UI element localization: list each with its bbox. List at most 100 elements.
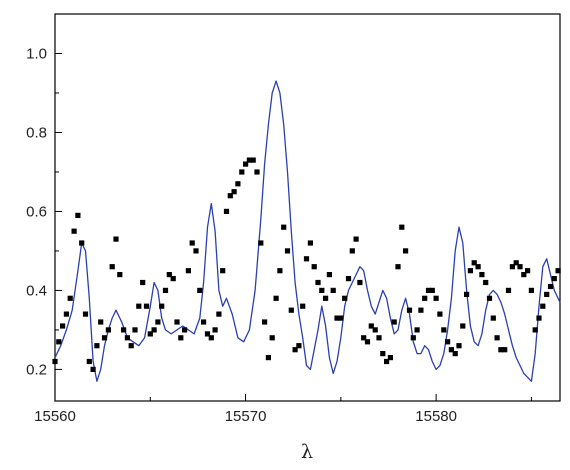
- observed-data-point: [216, 311, 222, 317]
- observed-data-point: [498, 347, 504, 353]
- observed-data-point: [170, 276, 176, 282]
- y-tick-label: 0.2: [26, 361, 47, 378]
- observed-data-point: [101, 335, 108, 341]
- observed-data-point: [262, 319, 268, 325]
- observed-data-point: [486, 295, 493, 301]
- observed-data-point: [265, 355, 271, 361]
- observed-data-point: [418, 307, 424, 313]
- observed-data-point: [159, 303, 165, 309]
- observed-data-point: [441, 327, 447, 333]
- observed-data-point: [422, 295, 428, 301]
- observed-data-point: [204, 331, 211, 337]
- observed-data-point: [193, 248, 199, 254]
- observed-data-point: [128, 343, 134, 349]
- observed-data-point: [338, 315, 344, 321]
- observed-data-point: [448, 347, 454, 353]
- observed-data-point: [429, 287, 435, 293]
- observed-data-point: [155, 319, 161, 325]
- observed-data-point: [201, 319, 207, 325]
- observed-data-point: [90, 366, 96, 372]
- observed-data-point: [525, 268, 531, 274]
- observed-data-point: [250, 157, 256, 163]
- observed-data-point: [353, 236, 359, 242]
- observed-data-point: [300, 303, 306, 309]
- observed-data-point: [445, 339, 451, 345]
- observed-data-point: [281, 224, 287, 230]
- model-spectrum-line: [54, 80, 561, 382]
- observed-data-point: [147, 331, 153, 337]
- observed-data-point: [319, 287, 325, 293]
- plot-frame: [54, 13, 561, 402]
- observed-data-point: [124, 335, 130, 341]
- observed-data-point: [532, 327, 538, 333]
- observed-data-point: [60, 323, 66, 329]
- observed-data-point: [490, 315, 496, 321]
- observed-data-point: [547, 283, 554, 290]
- observed-data-point: [140, 279, 146, 286]
- observed-data-point: [212, 327, 218, 333]
- observed-data-point: [136, 303, 142, 309]
- observed-data-point: [189, 240, 195, 246]
- observed-data-point: [364, 339, 371, 345]
- axis-ticks: [54, 52, 532, 401]
- observed-data-point: [117, 272, 123, 278]
- observed-data-point: [174, 319, 180, 325]
- observed-data-point: [467, 268, 473, 274]
- observed-data-point: [220, 268, 226, 274]
- observed-data-point: [239, 169, 245, 175]
- observed-data-point: [246, 157, 252, 163]
- x-tick-label: 15570: [225, 408, 267, 425]
- observed-data-point: [349, 248, 355, 254]
- observed-data-point: [178, 335, 184, 341]
- observed-data-point: [258, 240, 264, 246]
- observed-data-point: [303, 256, 310, 262]
- observed-data-point: [63, 311, 69, 317]
- observed-data-point: [254, 169, 260, 175]
- observed-data-point: [384, 358, 390, 365]
- observed-data-point: [345, 276, 352, 282]
- observed-data-point: [452, 351, 458, 357]
- observed-data-point: [528, 287, 534, 293]
- observed-data-point: [521, 272, 527, 278]
- observed-data-point: [105, 327, 111, 333]
- observed-data-point: [121, 327, 127, 333]
- observed-data-point: [296, 343, 302, 349]
- observed-data-point: [536, 315, 542, 321]
- x-tick-label: 15580: [415, 408, 457, 425]
- observed-data-point: [86, 358, 92, 365]
- y-tick-label: 1.0: [26, 45, 47, 62]
- y-tick-label: 0.6: [26, 203, 47, 220]
- observed-data-point: [94, 343, 100, 349]
- observed-data-point: [292, 347, 298, 353]
- observed-data-point: [273, 295, 279, 301]
- x-tick-label: 15560: [34, 408, 76, 425]
- observed-data-point: [52, 358, 58, 365]
- observed-data-point: [143, 303, 150, 309]
- observed-data-point: [166, 272, 172, 278]
- observed-data-point: [357, 279, 363, 286]
- observed-data-point: [132, 327, 138, 333]
- y-tick-label: 0.4: [26, 282, 47, 299]
- observed-data-point: [425, 287, 432, 293]
- model-line-series: [54, 80, 561, 382]
- observed-data-point: [227, 193, 233, 199]
- tick-labels: 15560 15570 15580 0.2 0.4 0.6 0.8 1.0: [26, 45, 457, 425]
- observed-data-point: [315, 279, 321, 286]
- observed-data-point: [387, 355, 393, 361]
- observed-data-point: [460, 323, 466, 329]
- observed-data-point: [540, 303, 546, 309]
- observed-data-point: [464, 291, 470, 297]
- observed-data-point: [505, 287, 512, 293]
- observed-data-point: [82, 311, 89, 317]
- observed-marker-series: [52, 157, 561, 372]
- y-tick-label: 0.8: [26, 124, 47, 141]
- observed-data-point: [368, 323, 374, 329]
- observed-data-point: [544, 291, 550, 297]
- observed-data-point: [307, 240, 313, 246]
- observed-data-point: [223, 208, 230, 214]
- observed-data-point: [208, 335, 214, 341]
- observed-data-point: [311, 264, 317, 270]
- observed-data-point: [235, 181, 241, 187]
- observed-data-point: [517, 264, 523, 270]
